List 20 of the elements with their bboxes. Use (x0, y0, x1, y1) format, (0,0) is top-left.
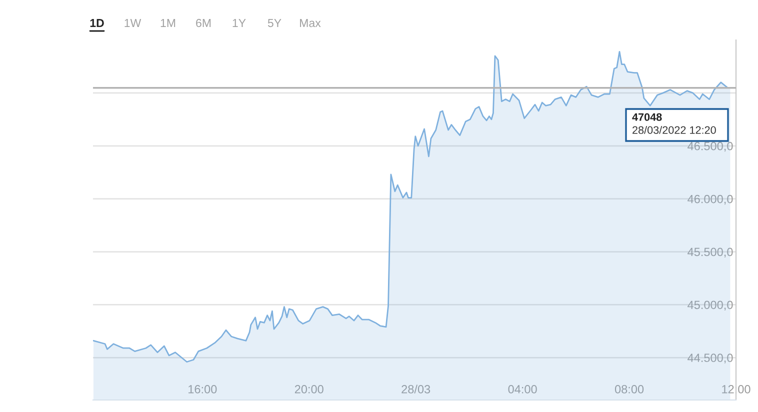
x-tick-label: 08:00 (614, 385, 644, 394)
x-tick-label: 04:00 (508, 385, 537, 394)
text: 5Y (268, 19, 282, 28)
ref-line-label: 47048 (632, 113, 662, 121)
text: Max (300, 19, 321, 28)
y-tick-label: 46.500,0 (688, 142, 733, 152)
annotation: 28/03/2022 12:20 (632, 126, 716, 134)
y-tick-label: 45.000,0 (688, 300, 733, 310)
text: 1D (90, 19, 104, 27)
y-tick-label: 44.500,0 (688, 354, 733, 364)
text: 1W (124, 19, 142, 27)
y-tick-label: 45.500,0 (688, 248, 733, 258)
text: 1Y (232, 19, 246, 27)
x-tick-label: 28/03 (402, 384, 430, 394)
text: 1M (160, 19, 176, 27)
text: 6M (196, 18, 211, 28)
x-tick-label: 20:00 (294, 385, 324, 394)
x-tick-label: 12:00 (722, 385, 750, 394)
y-tick-label: 46.000,0 (688, 194, 733, 205)
x-tick-label: 16:00 (188, 385, 217, 394)
